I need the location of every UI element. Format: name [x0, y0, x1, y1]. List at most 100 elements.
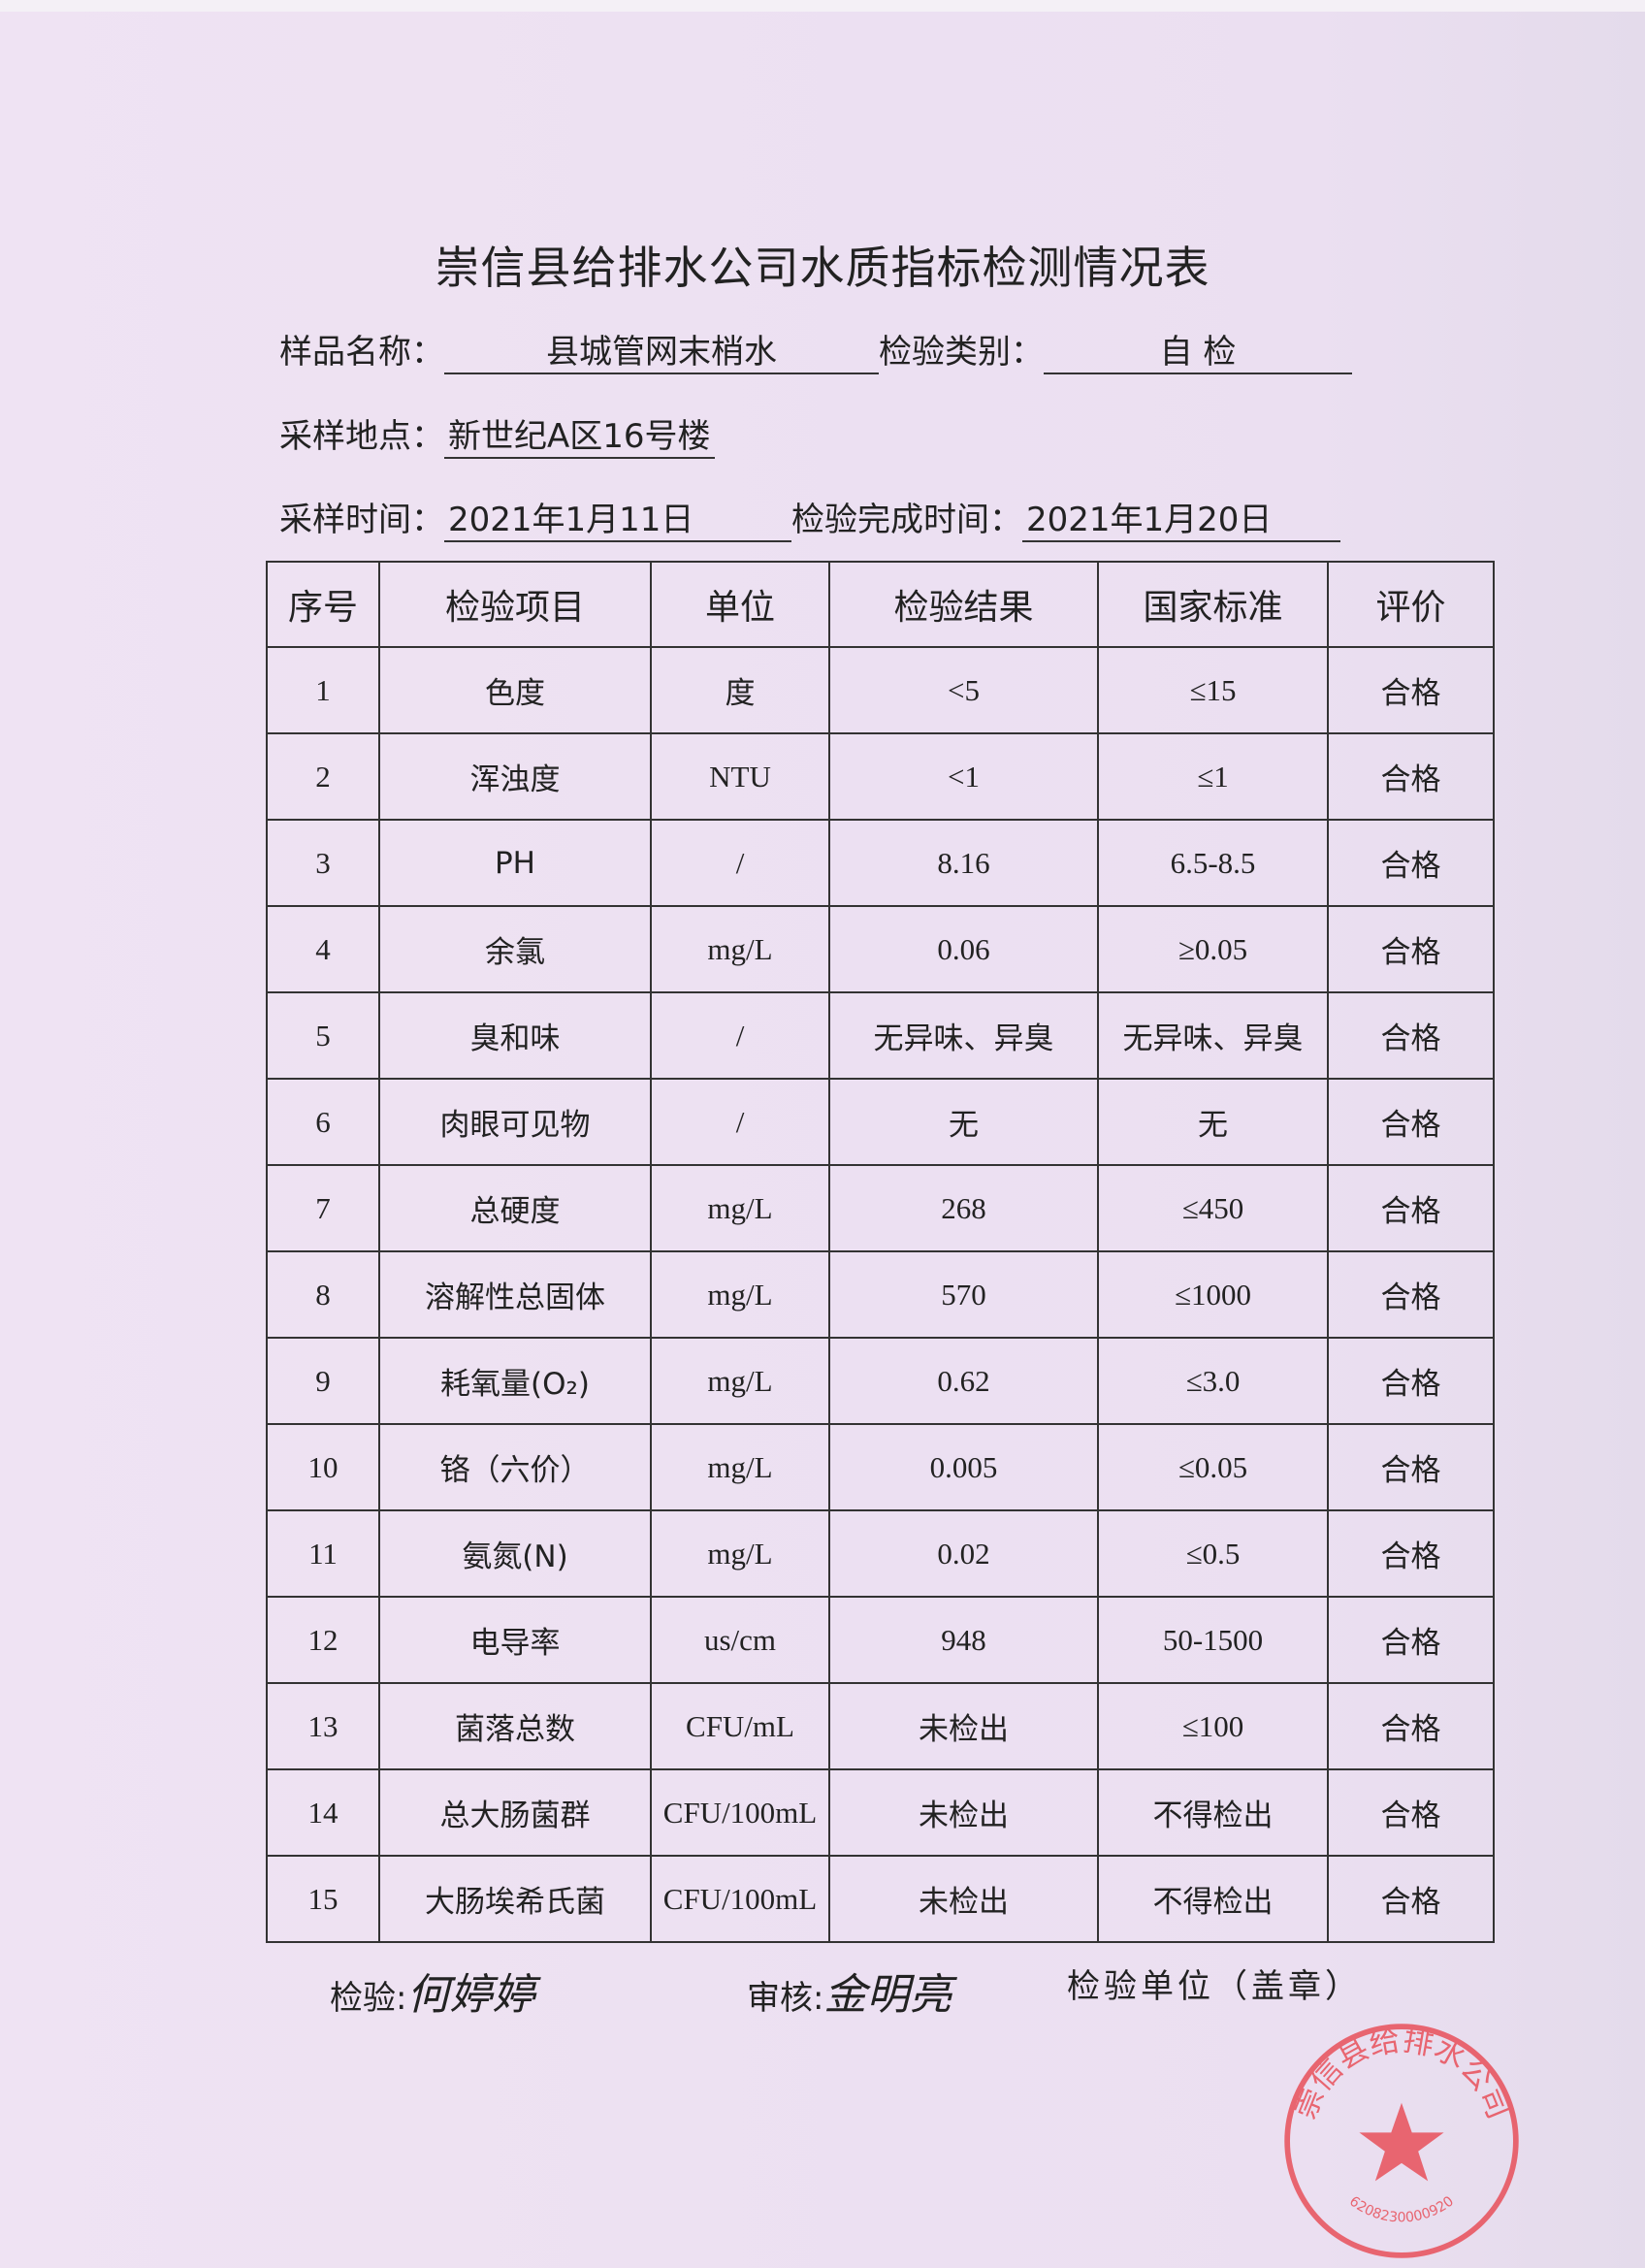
reviewer: 审核:金明亮 — [747, 1960, 952, 2022]
table-row: 10 铬（六价） mg/L 0.005 ≤0.05 合格 — [266, 1423, 1495, 1511]
table-cell: 5 — [266, 991, 380, 1080]
table-row: 6 肉眼可见物 / 无无合格 — [266, 1078, 1495, 1166]
table-cell: 臭和味 — [378, 991, 652, 1080]
location-line: 采样地点： 新世纪A区16号楼 — [279, 409, 715, 459]
table-cell: 大肠埃希氏菌 — [378, 1855, 652, 1943]
reviewer-label: 审核: — [747, 1979, 824, 2018]
table-cell: 未检出 — [828, 1768, 1099, 1857]
stamp-ring — [1284, 2024, 1519, 2258]
table-cell: NTU — [650, 732, 830, 821]
table-cell: 合格 — [1327, 905, 1495, 993]
table-cell: 无异味、异臭 — [828, 991, 1099, 1080]
table-cell: us/cm — [650, 1596, 830, 1684]
table-cell: 合格 — [1327, 646, 1495, 734]
complete-time-label: 检验完成时间： — [791, 501, 1022, 539]
column-header: 单位 — [650, 561, 830, 648]
table-cell: / — [650, 1078, 830, 1166]
inspector-label: 检验: — [330, 1979, 407, 2018]
table-cell: 合格 — [1327, 1682, 1495, 1770]
table-cell: 4 — [266, 905, 380, 993]
inspector: 检验:何婷婷 — [330, 1960, 534, 2022]
sample-time-value: 2021年1月11日 — [444, 493, 791, 542]
table-cell: 合格 — [1327, 1596, 1495, 1684]
table-row: 12 电导率 us/cm 948 50-1500 合格 — [266, 1596, 1495, 1684]
inspector-signature: 何婷婷 — [406, 1970, 535, 2020]
table-cell: 余氯 — [378, 905, 652, 993]
table-cell: 0.06 — [828, 905, 1099, 993]
table-cell: mg/L — [650, 1423, 830, 1511]
table-cell: 13 — [266, 1682, 380, 1770]
table-row: 14 总大肠菌群 CFU/100mL 未检出 不得检出 合格 — [266, 1768, 1495, 1857]
table-cell: CFU/100mL — [650, 1768, 830, 1857]
location-label: 采样地点： — [279, 417, 444, 456]
table-cell: ≤1000 — [1097, 1250, 1329, 1339]
table-cell: 6.5-8.5 — [1097, 819, 1329, 907]
column-header: 评价 — [1327, 561, 1495, 648]
column-header: 检验结果 — [828, 561, 1099, 648]
table-cell: 8 — [266, 1250, 380, 1339]
table-row: 9 耗氧量(O₂) mg/L 0.62 ≤3.0 合格 — [266, 1337, 1495, 1425]
table-cell: 溶解性总固体 — [378, 1250, 652, 1339]
table-cell: 无 — [828, 1078, 1099, 1166]
table-cell: 肉眼可见物 — [378, 1078, 652, 1166]
table-cell: 合格 — [1327, 1768, 1495, 1857]
table-cell: 氨氮(N) — [378, 1509, 652, 1598]
table-cell: 合格 — [1327, 1164, 1495, 1252]
table-cell: 铬（六价） — [378, 1423, 652, 1511]
table-row: 7 总硬度 mg/L 268 ≤450 合格 — [266, 1164, 1495, 1252]
sample-name-value: 县城管网末梢水 — [444, 325, 879, 374]
scan-edge — [0, 0, 1645, 12]
location-value: 新世纪A区16号楼 — [444, 409, 715, 459]
column-header: 国家标准 — [1097, 561, 1329, 648]
table-cell: 0.02 — [828, 1509, 1099, 1598]
table-cell: 3 — [266, 819, 380, 907]
table-cell: 浑浊度 — [378, 732, 652, 821]
table-cell: mg/L — [650, 1164, 830, 1252]
table-cell: 合格 — [1327, 991, 1495, 1080]
table-row: 13 菌落总数 CFU/mL 未检出 ≤100 合格 — [266, 1682, 1495, 1770]
table-row: 11 氨氮(N) mg/L 0.02 ≤0.5 合格 — [266, 1509, 1495, 1598]
table-cell: 268 — [828, 1164, 1099, 1252]
table-row: 8 溶解性总固体 mg/L 570 ≤1000 合格 — [266, 1250, 1495, 1339]
table-cell: 未检出 — [828, 1855, 1099, 1943]
sample-name-label: 样品名称： — [279, 333, 444, 372]
table-cell: 度 — [650, 646, 830, 734]
results-table: 序号 检验项目 单位 检验结果 国家标准 评价 1 色度度 <5 ≤15 合格 2 浑浊度 NTU <1 ≤… — [266, 561, 1495, 1943]
unit-label: 检验单位（盖章） — [1067, 1967, 1362, 2006]
table-cell: / — [650, 819, 830, 907]
table-cell: 未检出 — [828, 1682, 1099, 1770]
table-cell: 0.62 — [828, 1337, 1099, 1425]
table-cell: 菌落总数 — [378, 1682, 652, 1770]
table-cell: 合格 — [1327, 1337, 1495, 1425]
test-type-label: 检验类别： — [879, 333, 1044, 372]
table-cell: ≤15 — [1097, 646, 1329, 734]
table-cell: 570 — [828, 1250, 1099, 1339]
table-cell: 总硬度 — [378, 1164, 652, 1252]
table-cell: 电导率 — [378, 1596, 652, 1684]
table-cell: 50-1500 — [1097, 1596, 1329, 1684]
table-cell: CFU/mL — [650, 1682, 830, 1770]
table-cell: ≤0.05 — [1097, 1423, 1329, 1511]
table-cell: CFU/100mL — [650, 1855, 830, 1943]
document-title: 崇信县给排水公司水质指标检测情况表 — [435, 242, 1210, 294]
table-cell: 不得检出 — [1097, 1768, 1329, 1857]
table-cell: 无 — [1097, 1078, 1329, 1166]
table-cell: <1 — [828, 732, 1099, 821]
table-row: 4 余氯 mg/L 0.06 ≥0.05 合格 — [266, 905, 1495, 993]
table-cell: 合格 — [1327, 1509, 1495, 1598]
table-cell: ≤1 — [1097, 732, 1329, 821]
reviewer-signature: 金明亮 — [823, 1970, 952, 2020]
column-header: 检验项目 — [378, 561, 652, 648]
sample-time-label: 采样时间： — [279, 501, 444, 539]
table-cell: 色度 — [378, 646, 652, 734]
table-cell: 7 — [266, 1164, 380, 1252]
table-cell: 12 — [266, 1596, 380, 1684]
table-cell: 耗氧量(O₂) — [378, 1337, 652, 1425]
table-cell: 无异味、异臭 — [1097, 991, 1329, 1080]
table-cell: mg/L — [650, 1250, 830, 1339]
table-cell: 合格 — [1327, 819, 1495, 907]
time-line: 采样时间： 2021年1月11日 检验完成时间： 2021年1月20日 — [279, 493, 1340, 542]
table-cell: 合格 — [1327, 1423, 1495, 1511]
table-cell: 2 — [266, 732, 380, 821]
table-cell: <5 — [828, 646, 1099, 734]
